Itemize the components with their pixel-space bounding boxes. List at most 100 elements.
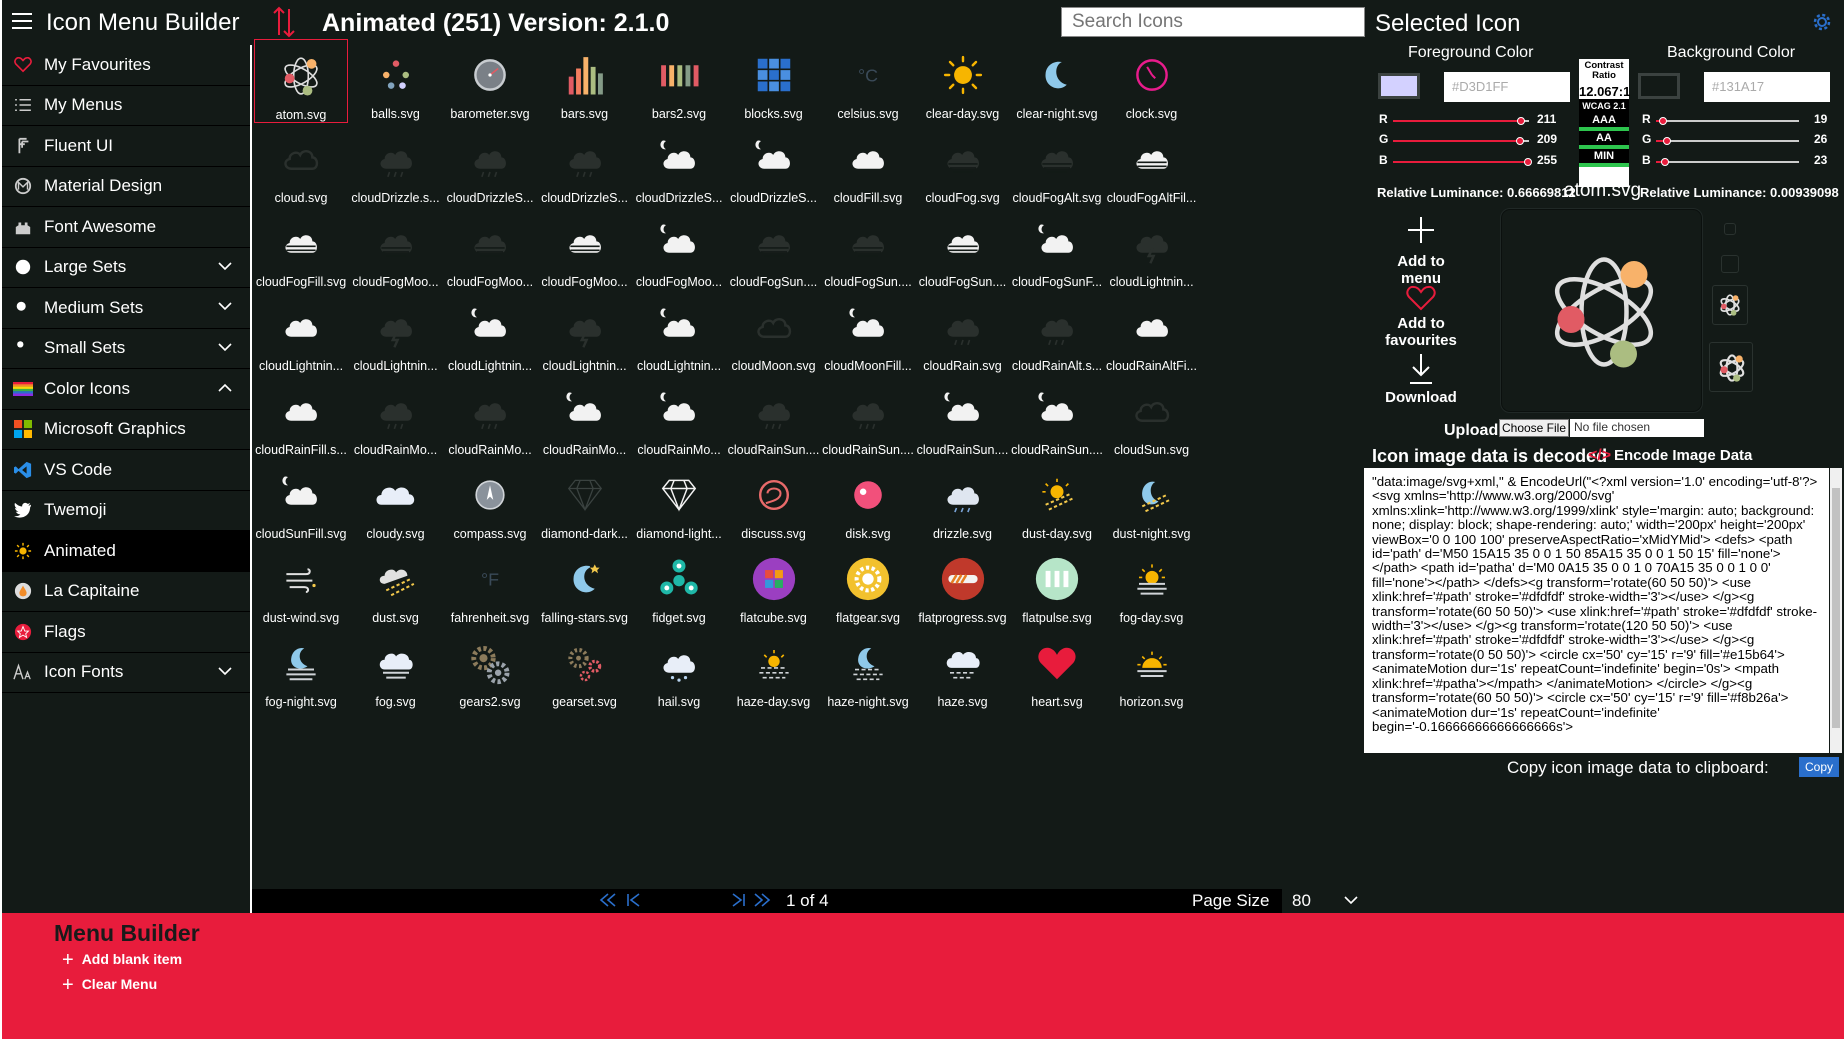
icon-tile[interactable]: °C celsius.svg	[821, 39, 915, 123]
bg-red-thumb[interactable]	[1659, 117, 1667, 125]
icon-tile[interactable]: cloudRainAltFi...	[1105, 291, 1199, 375]
icon-tile[interactable]: flatcube.svg	[727, 543, 821, 627]
icon-tile[interactable]: cloudFog.svg	[916, 123, 1010, 207]
chevron-down-icon[interactable]	[218, 666, 232, 676]
download-button[interactable]: Download	[1376, 353, 1466, 406]
code-icon[interactable]: </>	[1588, 447, 1612, 464]
icon-tile[interactable]: cloudDrizzleS...	[443, 123, 537, 207]
page-size-select[interactable]: 80	[1282, 889, 1364, 913]
icon-tile[interactable]: cloudMoonFill...	[821, 291, 915, 375]
sidebar-item-twemoji[interactable]: Twemoji	[2, 491, 250, 531]
sidebar-item-font-awesome[interactable]: Font Awesome	[2, 207, 250, 248]
icon-tile[interactable]: cloudDrizzle.s...	[349, 123, 443, 207]
icon-tile[interactable]: fidget.svg	[632, 543, 726, 627]
icon-tile[interactable]: flatgear.svg	[821, 543, 915, 627]
icon-tile[interactable]: dust-night.svg	[1105, 459, 1199, 543]
size-preview-16[interactable]	[1724, 223, 1736, 235]
icon-tile[interactable]: drizzle.svg	[916, 459, 1010, 543]
sort-icon[interactable]	[272, 5, 296, 39]
add-to-favourites-button[interactable]: Add to favourites	[1364, 285, 1478, 349]
icon-tile[interactable]: cloudRainSun....	[821, 375, 915, 459]
icon-tile[interactable]: haze-night.svg	[821, 627, 915, 711]
icon-tile[interactable]: compass.svg	[443, 459, 537, 543]
icon-tile[interactable]: barometer.svg	[443, 39, 537, 123]
icon-tile[interactable]: atom.svg	[254, 39, 348, 123]
sidebar-item-animated[interactable]: Animated	[2, 531, 250, 572]
size-preview-24[interactable]	[1721, 255, 1739, 273]
icon-tile[interactable]: cloudRain.svg	[916, 291, 1010, 375]
icon-tile[interactable]: cloudRainMo...	[349, 375, 443, 459]
icon-tile[interactable]: cloudFogMoo...	[443, 207, 537, 291]
first-page-icon[interactable]	[598, 891, 618, 909]
icon-tile[interactable]: cloudLightnin...	[254, 291, 348, 375]
icon-tile[interactable]: cloudFogSun....	[727, 207, 821, 291]
add-blank-item-button[interactable]: + Add blank item	[62, 949, 182, 972]
icon-tile[interactable]: bars2.svg	[632, 39, 726, 123]
bg-blue-thumb[interactable]	[1661, 158, 1669, 166]
icon-tile[interactable]: cloudRainSun....	[727, 375, 821, 459]
icon-tile[interactable]: cloudLightnin...	[632, 291, 726, 375]
icon-tile[interactable]: fog-night.svg	[254, 627, 348, 711]
fg-blue-thumb[interactable]	[1524, 158, 1532, 166]
size-preview-48[interactable]	[1709, 342, 1753, 392]
icon-tile[interactable]: cloudDrizzleS...	[632, 123, 726, 207]
sidebar-item-my-favourites[interactable]: My Favourites	[2, 45, 250, 86]
icon-tile[interactable]: cloudLightnin...	[1105, 207, 1199, 291]
icon-tile[interactable]: cloudRainSun....	[916, 375, 1010, 459]
add-to-menu-button[interactable]: Add to menu	[1376, 215, 1466, 287]
prev-page-icon[interactable]	[624, 891, 644, 909]
copy-button[interactable]: Copy	[1799, 757, 1839, 777]
settings-gear-icon[interactable]	[1810, 10, 1834, 34]
bg-green-slider[interactable]: G 26	[1642, 132, 1837, 150]
background-hex-input[interactable]: #131A17	[1704, 72, 1830, 102]
icon-tile[interactable]: heart.svg	[1010, 627, 1104, 711]
icon-tile[interactable]: clock.svg	[1105, 39, 1199, 123]
icon-tile[interactable]: gearset.svg	[538, 627, 632, 711]
icon-tile[interactable]: cloudFogSun....	[916, 207, 1010, 291]
icon-tile[interactable]: fog.svg	[349, 627, 443, 711]
icon-tile[interactable]: °F fahrenheit.svg	[443, 543, 537, 627]
icon-tile[interactable]: cloudLightnin...	[538, 291, 632, 375]
background-swatch[interactable]	[1638, 73, 1680, 99]
icon-tile[interactable]: cloudFogSunF...	[1010, 207, 1104, 291]
textarea-scrollbar[interactable]	[1830, 468, 1842, 753]
sidebar-item-icon-fonts[interactable]: Icon Fonts	[2, 653, 250, 693]
clear-menu-button[interactable]: + Clear Menu	[62, 974, 157, 997]
fg-red-thumb[interactable]	[1517, 117, 1525, 125]
icon-tile[interactable]: blocks.svg	[727, 39, 821, 123]
icon-tile[interactable]: diamond-dark...	[538, 459, 632, 543]
icon-tile[interactable]: cloud.svg	[254, 123, 348, 207]
icon-tile[interactable]: cloudFogMoo...	[538, 207, 632, 291]
last-page-icon[interactable]	[752, 891, 772, 909]
bg-green-thumb[interactable]	[1663, 137, 1671, 145]
icon-tile[interactable]: horizon.svg	[1105, 627, 1199, 711]
choose-file-button[interactable]: Choose File	[1499, 419, 1569, 437]
icon-tile[interactable]: cloudy.svg	[349, 459, 443, 543]
icon-tile[interactable]: haze.svg	[916, 627, 1010, 711]
icon-tile[interactable]: diamond-light...	[632, 459, 726, 543]
icon-tile[interactable]: dust.svg	[349, 543, 443, 627]
icon-tile[interactable]: cloudSunFill.svg	[254, 459, 348, 543]
scroll-thumb[interactable]	[1832, 488, 1840, 728]
icon-tile[interactable]: gears2.svg	[443, 627, 537, 711]
chevron-up-icon[interactable]	[218, 383, 232, 392]
icon-tile[interactable]: cloudRainAlt.s...	[1010, 291, 1104, 375]
fg-green-slider[interactable]: G 209	[1379, 132, 1569, 150]
icon-tile[interactable]: cloudFill.svg	[821, 123, 915, 207]
icon-tile[interactable]: cloudMoon.svg	[727, 291, 821, 375]
fg-red-slider[interactable]: R 211	[1379, 112, 1569, 130]
bg-red-slider[interactable]: R 19	[1642, 112, 1837, 130]
sidebar-item-large-sets[interactable]: Large Sets	[2, 248, 250, 288]
bg-blue-slider[interactable]: B 23	[1642, 153, 1837, 171]
icon-tile[interactable]: flatpulse.svg	[1010, 543, 1104, 627]
sidebar-item-microsoft-graphics[interactable]: Microsoft Graphics	[2, 410, 250, 450]
image-data-textarea[interactable]: "data:image/svg+xml," & EncodeUrl("<?xml…	[1364, 468, 1829, 753]
icon-tile[interactable]: balls.svg	[349, 39, 443, 123]
sidebar-item-vs-code[interactable]: VS Code	[2, 450, 250, 491]
icon-tile[interactable]: dust-wind.svg	[254, 543, 348, 627]
icon-tile[interactable]: cloudLightnin...	[443, 291, 537, 375]
sidebar-item-medium-sets[interactable]: Medium Sets	[2, 288, 250, 329]
icon-tile[interactable]: dust-day.svg	[1010, 459, 1104, 543]
icon-tile[interactable]: haze-day.svg	[727, 627, 821, 711]
sidebar-item-small-sets[interactable]: Small Sets	[2, 329, 250, 369]
